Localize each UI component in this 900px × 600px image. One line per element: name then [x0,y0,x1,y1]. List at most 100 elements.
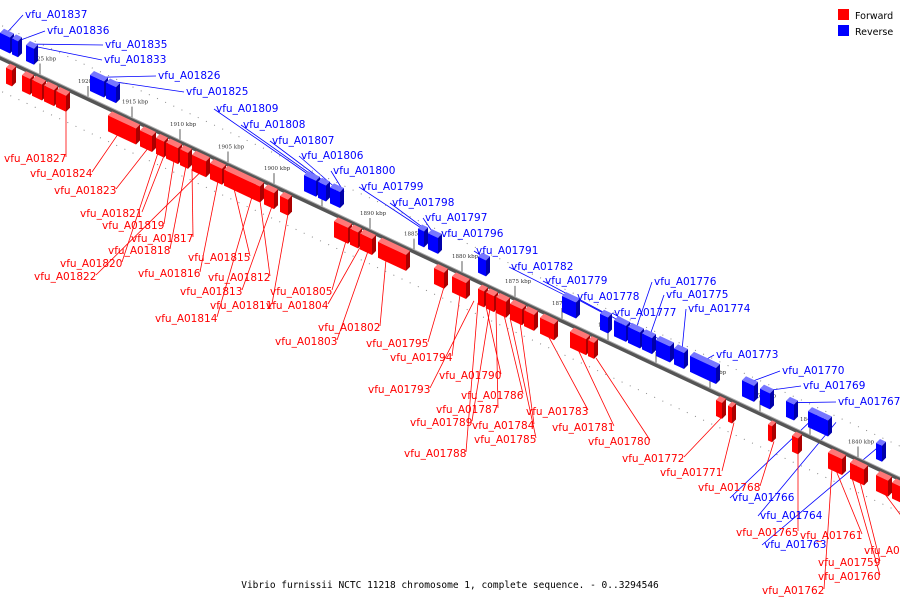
reverse-gene-label[interactable]: vfu_A01796 [441,228,504,240]
forward-gene[interactable] [716,396,726,419]
reverse-gene-label[interactable]: vfu_A01767 [838,396,900,408]
forward-gene[interactable] [108,111,140,145]
reverse-gene[interactable] [418,224,428,248]
forward-gene-label[interactable]: vfu_A01815 [188,252,250,264]
forward-gene-label[interactable]: vfu_A01788 [404,448,466,460]
reverse-gene-label[interactable]: vfu_A01799 [361,181,423,193]
reverse-gene-label[interactable]: vfu_A01806 [301,150,364,162]
reverse-gene[interactable] [90,70,108,98]
reverse-gene-label[interactable]: vfu_A01779 [545,275,607,287]
forward-gene[interactable] [250,177,264,203]
forward-gene[interactable] [828,448,846,476]
forward-gene-label[interactable]: vfu_A01765 [736,527,798,539]
forward-gene-label[interactable]: vfu_A01768 [698,482,760,494]
forward-gene[interactable] [192,150,210,178]
forward-gene-label[interactable]: vfu_A01784 [472,420,535,432]
reverse-gene-label[interactable]: vfu_A01775 [666,289,728,301]
forward-gene-label[interactable]: vfu_A01818 [108,245,170,257]
forward-gene-label[interactable]: vfu_A01758 [864,545,900,557]
forward-gene[interactable] [892,478,900,504]
forward-gene-label[interactable]: vfu_A01802 [318,322,380,334]
forward-gene-label[interactable]: vfu_A01794 [390,352,453,364]
forward-gene-label[interactable]: vfu_A01785 [474,434,536,446]
reverse-gene-label[interactable]: vfu_A01764 [760,510,823,522]
reverse-gene-label[interactable]: vfu_A01835 [105,39,167,51]
reverse-gene-label[interactable]: vfu_A01791 [476,245,538,257]
reverse-gene-label[interactable]: vfu_A01774 [688,303,751,315]
reverse-gene[interactable] [656,335,674,363]
forward-gene-label[interactable]: vfu_A01814 [155,313,218,325]
forward-gene-label[interactable]: vfu_A01793 [368,384,430,396]
reverse-gene-label[interactable]: vfu_A01807 [272,135,334,147]
forward-gene[interactable] [540,313,558,341]
reverse-gene-label[interactable]: vfu_A01778 [577,291,639,303]
reverse-gene-label[interactable]: vfu_A01808 [243,119,305,131]
reverse-gene-label[interactable]: vfu_A01809 [216,103,278,115]
reverse-gene[interactable] [428,229,442,254]
forward-gene[interactable] [524,306,538,331]
reverse-gene[interactable] [628,322,644,349]
reverse-gene[interactable] [106,78,120,104]
forward-gene[interactable] [180,145,192,169]
reverse-gene[interactable] [760,384,774,410]
forward-gene[interactable] [434,264,448,289]
forward-gene-label[interactable]: vfu_A01783 [526,406,588,418]
reverse-gene[interactable] [12,34,22,58]
reverse-gene[interactable] [330,183,344,208]
reverse-gene[interactable] [642,329,656,355]
forward-gene-label[interactable]: vfu_A01812 [208,272,270,284]
reverse-gene[interactable] [562,291,580,319]
forward-gene-label[interactable]: vfu_A01823 [54,185,116,197]
forward-gene-label[interactable]: vfu_A01789 [410,417,472,429]
forward-gene-label[interactable]: vfu_A01795 [366,338,428,350]
forward-gene-label[interactable]: vfu_A01787 [436,404,498,416]
forward-gene[interactable] [56,87,70,112]
forward-gene-label[interactable]: vfu_A01821 [80,208,142,220]
forward-gene-label[interactable]: vfu_A01780 [588,436,650,448]
reverse-gene-label[interactable]: vfu_A01826 [158,70,221,82]
forward-gene-label[interactable]: vfu_A01771 [660,467,722,479]
forward-gene-label[interactable]: vfu_A01805 [270,286,332,298]
forward-gene-label[interactable]: vfu_A01759 [818,557,880,569]
forward-gene[interactable] [6,63,16,87]
reverse-gene-label[interactable]: vfu_A01769 [803,380,865,392]
reverse-gene-label[interactable]: vfu_A01798 [392,197,454,209]
reverse-gene[interactable] [674,344,688,370]
forward-gene[interactable] [850,458,868,486]
forward-gene[interactable] [264,184,278,210]
forward-gene-label[interactable]: vfu_A01827 [4,153,66,165]
forward-gene-label[interactable]: vfu_A01772 [622,453,684,465]
forward-gene-label[interactable]: vfu_A01760 [818,571,880,583]
forward-gene-label[interactable]: vfu_A01824 [30,168,93,180]
forward-gene-label[interactable]: vfu_A01820 [60,258,122,270]
forward-gene[interactable] [334,217,352,244]
forward-gene[interactable] [876,470,892,497]
reverse-gene-label[interactable]: vfu_A01763 [764,539,826,551]
reverse-gene-label[interactable]: vfu_A01777 [614,307,676,319]
reverse-gene[interactable] [318,177,330,202]
forward-gene[interactable] [768,420,776,443]
forward-gene[interactable] [378,237,410,271]
reverse-gene-label[interactable]: vfu_A01766 [732,492,795,504]
reverse-gene-label[interactable]: vfu_A01836 [47,25,110,37]
forward-gene[interactable] [360,229,376,255]
reverse-gene[interactable] [808,407,832,437]
forward-gene-label[interactable]: vfu_A01790 [439,370,501,382]
forward-gene-label[interactable]: vfu_A01817 [131,233,193,245]
reverse-gene-label[interactable]: vfu_A01837 [25,9,87,21]
reverse-gene[interactable] [876,438,886,462]
reverse-gene[interactable] [304,171,320,197]
forward-gene-label[interactable]: vfu_A01822 [34,271,96,283]
reverse-gene-label[interactable]: vfu_A01770 [782,365,844,377]
forward-gene[interactable] [728,401,736,424]
reverse-gene[interactable] [478,252,490,277]
forward-gene-label[interactable]: vfu_A01816 [138,268,201,280]
reverse-gene-label[interactable]: vfu_A01776 [654,276,717,288]
forward-gene[interactable] [280,191,292,216]
reverse-gene-label[interactable]: vfu_A01782 [511,261,573,273]
forward-gene-label[interactable]: vfu_A01781 [552,422,614,434]
reverse-gene[interactable] [742,376,758,402]
reverse-gene[interactable] [690,351,720,385]
reverse-gene[interactable] [26,40,38,65]
reverse-gene-label[interactable]: vfu_A01833 [104,54,166,66]
